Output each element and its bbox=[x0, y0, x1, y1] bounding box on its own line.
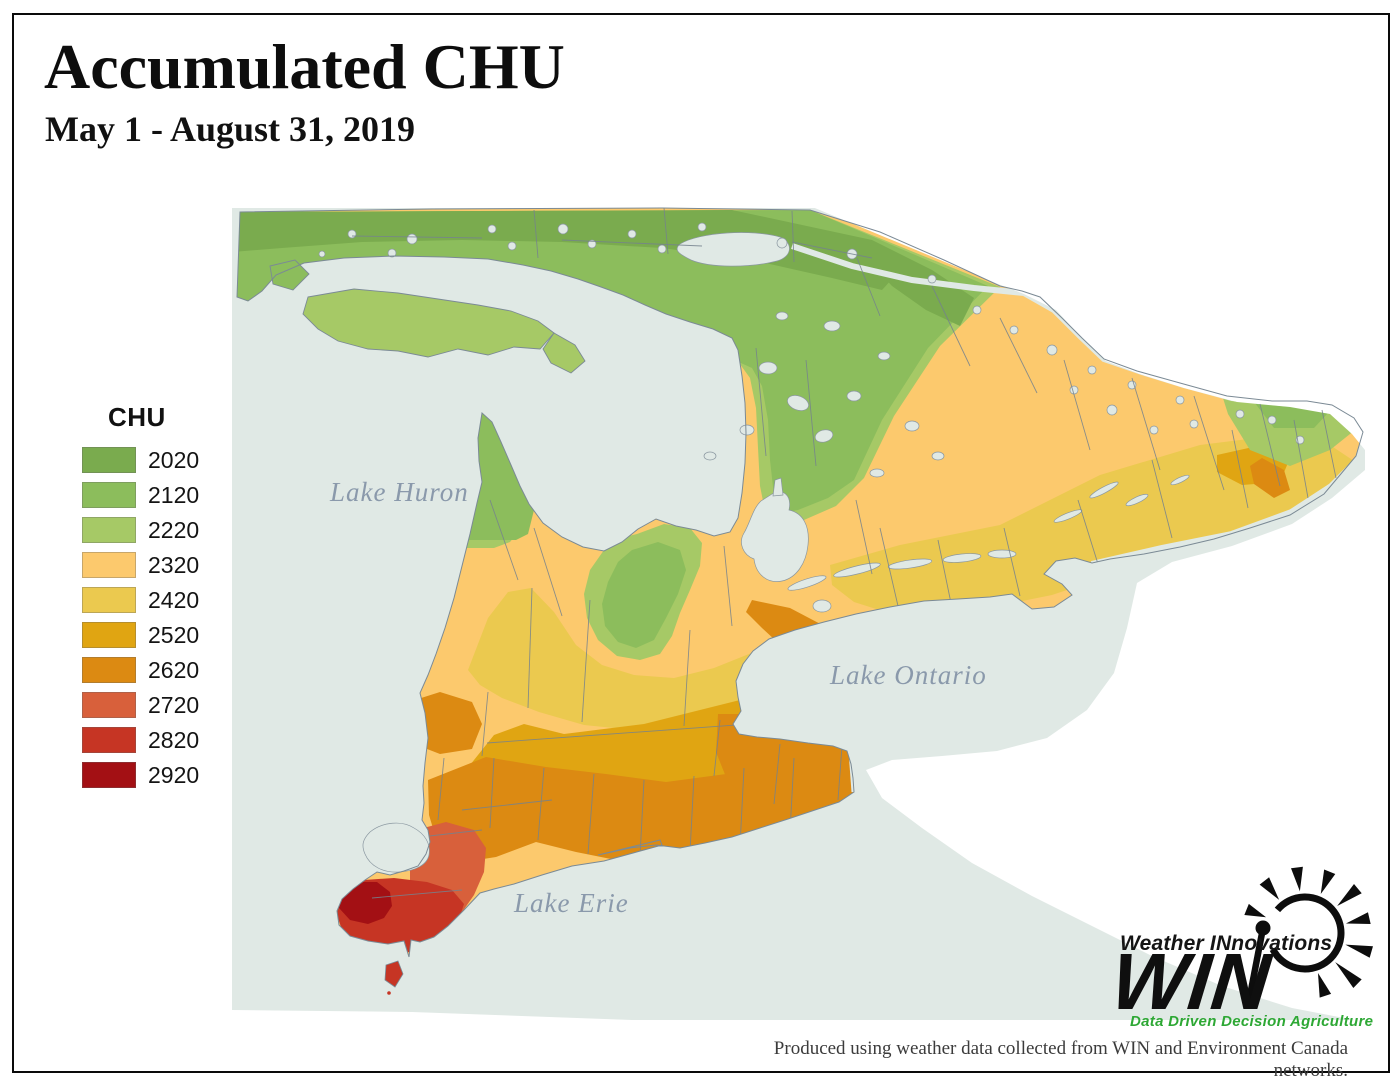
legend-row: 2120 bbox=[82, 482, 199, 508]
legend-label: 2320 bbox=[148, 551, 200, 578]
legend-row: 2720 bbox=[82, 692, 199, 718]
data-attribution: Produced using weather data collected fr… bbox=[773, 1038, 1348, 1081]
legend-swatch-2120 bbox=[82, 482, 136, 508]
legend-label: 2020 bbox=[148, 446, 200, 473]
lake-st-clair bbox=[362, 822, 430, 873]
lake-simcoe bbox=[741, 491, 809, 582]
legend-row: 2320 bbox=[82, 552, 199, 578]
legend-swatch-2020 bbox=[82, 447, 136, 473]
legend-swatch-2220 bbox=[82, 517, 136, 543]
lake-huron-label: Lake Huron bbox=[329, 477, 469, 507]
legend-row: 2820 bbox=[82, 727, 199, 753]
logo-brand: WIN bbox=[1107, 937, 1276, 1026]
legend-title: CHU bbox=[108, 402, 166, 432]
legend-row: 2020 bbox=[82, 447, 199, 473]
legend-row: 2520 bbox=[82, 622, 199, 648]
legend-label: 2920 bbox=[148, 761, 200, 788]
chu-legend: CHU 2020 2120 2220 2320 2420 2520 2620 2… bbox=[82, 402, 199, 797]
pelee-island bbox=[384, 960, 404, 995]
legend-swatch-2920 bbox=[82, 762, 136, 788]
manitoulin-islands bbox=[269, 259, 586, 374]
legend-label: 2520 bbox=[148, 621, 200, 648]
legend-swatch-2720 bbox=[82, 692, 136, 718]
page-border bbox=[12, 13, 1390, 1073]
legend-row: 2920 bbox=[82, 762, 199, 788]
legend-label: 2720 bbox=[148, 691, 200, 718]
legend-swatch-2520 bbox=[82, 622, 136, 648]
logo-tagline: Data Driven Decision Agriculture bbox=[1130, 1013, 1374, 1030]
legend-label: 2120 bbox=[148, 481, 200, 508]
ontario-chu-map: Lake Huron Lake Ontario Lake Erie bbox=[232, 206, 1365, 1027]
legend-label: 2820 bbox=[148, 726, 200, 753]
lake-ontario-label: Lake Ontario bbox=[829, 660, 987, 690]
legend-row: 2620 bbox=[82, 657, 199, 683]
lake-nipissing bbox=[676, 232, 790, 267]
legend-swatch-2620 bbox=[82, 657, 136, 683]
outside-region-mask bbox=[232, 206, 1365, 1027]
legend-row: 2420 bbox=[82, 587, 199, 613]
legend-row: 2220 bbox=[82, 517, 199, 543]
legend-swatch-2820 bbox=[82, 727, 136, 753]
lake-erie-label: Lake Erie bbox=[513, 888, 629, 918]
logo-company-name: Weather INnovations bbox=[1120, 932, 1333, 955]
legend-label: 2620 bbox=[148, 656, 200, 683]
legend-label: 2420 bbox=[148, 586, 200, 613]
legend-label: 2220 bbox=[148, 516, 200, 543]
legend-swatch-2420 bbox=[82, 587, 136, 613]
inland-lakes bbox=[318, 222, 1305, 873]
page-title: Accumulated CHU bbox=[44, 31, 565, 102]
page-subtitle: May 1 - August 31, 2019 bbox=[45, 109, 416, 149]
legend-swatch-2320 bbox=[82, 552, 136, 578]
sun-icon bbox=[1244, 866, 1373, 1007]
